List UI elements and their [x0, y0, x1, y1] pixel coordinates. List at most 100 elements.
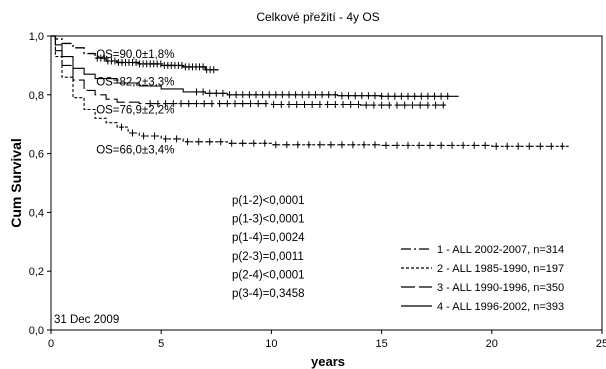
censor-mark	[309, 101, 315, 108]
censor-mark	[213, 89, 219, 97]
censor-mark	[240, 91, 246, 99]
censor-mark	[170, 100, 176, 108]
censor-mark	[251, 139, 257, 147]
p-value: p(1-4)=0,0024	[232, 232, 305, 244]
censor-mark	[260, 91, 266, 99]
censor-mark	[515, 142, 521, 150]
censor-mark	[365, 92, 371, 100]
censor-mark	[372, 92, 378, 100]
censor-mark	[359, 92, 365, 100]
chart-title: Celkové přežití - 4y OS	[256, 10, 379, 24]
censor-mark	[339, 92, 345, 100]
censor-mark	[299, 91, 305, 99]
censor-mark	[263, 100, 269, 108]
censor-mark	[412, 92, 418, 100]
censor-mark	[147, 100, 153, 108]
censor-mark	[229, 139, 235, 147]
censor-mark	[332, 91, 338, 99]
censor-mark	[504, 142, 510, 150]
censor-mark	[405, 141, 411, 149]
censor-mark	[425, 101, 431, 109]
censor-mark	[432, 92, 437, 100]
legend-label: 1 - ALL 2002-2007, n=314	[437, 244, 564, 256]
p-value: p(1-2)<0,0001	[232, 195, 305, 207]
censor-mark	[482, 141, 488, 149]
censor-mark	[332, 101, 338, 108]
legend-label: 2 - ALL 1985-1990, n=197	[437, 263, 564, 275]
censor-mark	[405, 92, 411, 100]
censor-mark	[284, 141, 290, 149]
y-axis: 0,0 0,2 0,4 0,6 0,8 1,0	[29, 31, 51, 337]
x-tick-label: 15	[375, 338, 387, 350]
plot-frame	[50, 35, 603, 331]
censor-mark	[185, 138, 191, 146]
y-tick-label: 1,0	[29, 31, 44, 43]
censor-mark	[425, 92, 431, 100]
censor-mark	[361, 141, 367, 149]
censor-mark	[218, 138, 224, 146]
censor-mark	[130, 129, 135, 137]
y-tick-label: 0,8	[29, 90, 44, 102]
censor-mark	[271, 101, 277, 108]
censor-mark	[445, 92, 451, 100]
censor-mark	[548, 142, 554, 150]
censor-mark	[227, 91, 232, 99]
censor-mark	[398, 92, 404, 100]
censor-mark	[394, 141, 400, 149]
censor-mark	[112, 57, 118, 65]
censor-mark	[319, 91, 325, 99]
censor-mark	[328, 141, 334, 149]
censor-mark	[262, 139, 268, 147]
censor-mark	[340, 101, 346, 108]
censor-mark	[385, 92, 391, 100]
x-tick-label: 20	[486, 338, 498, 350]
censor-mark	[200, 63, 206, 71]
censor-mark	[306, 91, 312, 99]
censor-mark	[253, 91, 259, 99]
censor-mark	[449, 141, 455, 149]
censor-mark	[266, 91, 272, 99]
censor-mark	[141, 132, 147, 140]
x-tick-label: 5	[158, 338, 164, 350]
censor-mark	[326, 91, 332, 99]
censor-mark	[278, 101, 284, 108]
censor-mark	[294, 101, 300, 108]
censor-mark	[179, 61, 185, 69]
censor-mark	[379, 101, 385, 109]
censor-mark	[402, 101, 408, 109]
censor-mark	[346, 92, 351, 100]
censor-mark	[158, 60, 164, 68]
censor-mark	[427, 141, 433, 149]
censor-mark	[220, 89, 226, 97]
os-annotation: OS=90,0±1,8%	[96, 49, 174, 61]
p-value: p(2-3)=0,0011	[232, 251, 304, 263]
legend: 1 - ALL 2002-2007, n=314 2 - ALL 1985-199…	[401, 244, 564, 313]
censor-mark	[211, 66, 217, 74]
censor-mark	[101, 54, 107, 62]
series-line	[51, 35, 219, 71]
censor-mark	[273, 141, 279, 149]
censor-mark	[217, 100, 223, 108]
censor-mark	[240, 139, 246, 147]
censor-mark	[379, 92, 385, 100]
censor-mark	[348, 101, 354, 108]
p-value: p(3-4)=0,3458	[232, 288, 305, 300]
censor-mark	[295, 141, 301, 149]
censor-mark	[352, 92, 358, 100]
censor-mark	[186, 100, 192, 108]
censor-mark	[246, 91, 252, 99]
censor-mark	[209, 100, 215, 108]
censor-mark	[255, 100, 261, 108]
censor-mark	[232, 100, 238, 108]
censor-mark	[279, 91, 285, 99]
censor-mark	[306, 141, 312, 149]
censor-mark	[559, 142, 565, 150]
censor-mark	[178, 100, 184, 108]
censor-mark	[293, 91, 299, 99]
annotation-layer: OS=90,0±1,8% OS=82,2±3,3% OS=76,9±2,2% OS=6…	[96, 49, 174, 157]
censor-mark	[233, 91, 239, 99]
censor-mark	[152, 132, 158, 140]
legend-label: 3 - ALL 1990-1996, n=350	[437, 282, 564, 294]
censor-mark	[194, 88, 199, 96]
censor-mark	[339, 141, 345, 149]
